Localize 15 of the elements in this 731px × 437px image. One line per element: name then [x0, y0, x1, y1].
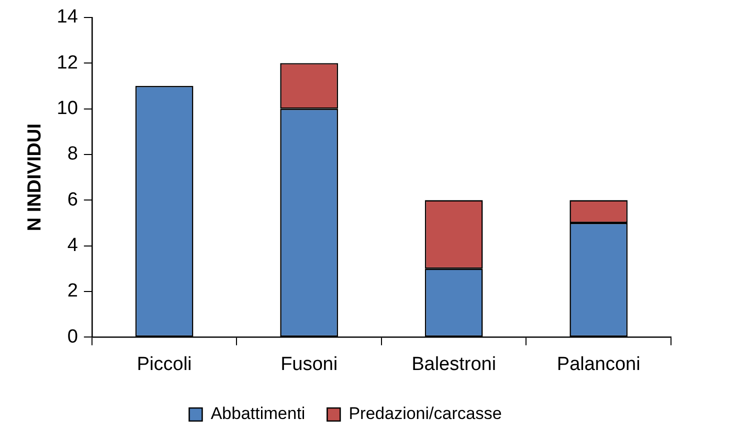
- y-tick-label: 6: [67, 189, 78, 210]
- legend-label: Abbattimenti: [210, 404, 306, 424]
- y-tick-label: 12: [56, 52, 78, 74]
- x-tick-label: Piccoli: [136, 354, 192, 375]
- y-tick-label: 2: [67, 280, 78, 302]
- y-tick-label: 4: [67, 235, 78, 256]
- legend-label: Predazioni/carcasse: [348, 404, 502, 424]
- x-tick-label: Palanconi: [556, 354, 640, 375]
- x-tick-label: Fusoni: [280, 354, 338, 375]
- y-tick-label: 10: [56, 98, 78, 120]
- y-tick-label: 0: [67, 326, 78, 348]
- y-tick-label: 8: [67, 144, 78, 165]
- x-tick-label: Balestroni: [412, 354, 496, 375]
- y-axis-title: N INDIVIDUI: [24, 123, 46, 232]
- y-tick-label: 14: [56, 6, 78, 28]
